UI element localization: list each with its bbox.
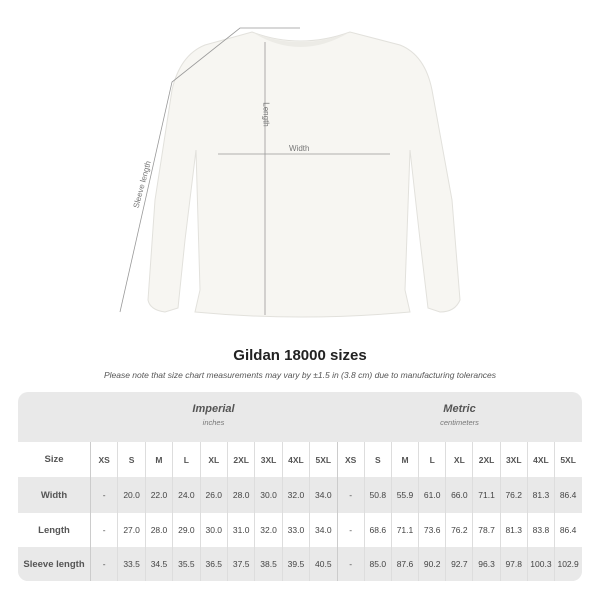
- tolerance-note: Please note that size chart measurements…: [103, 370, 497, 380]
- metric-cell: -: [336, 513, 364, 547]
- imperial-cell: XL: [199, 442, 227, 477]
- metric-cell: 96.3: [472, 547, 499, 581]
- row-label: Sleeve length: [23, 558, 85, 570]
- metric-cell: M: [390, 442, 418, 477]
- metric-unit: centimeters: [440, 418, 479, 427]
- imperial-unit: inches: [202, 418, 225, 427]
- imperial-cell: 32.0: [254, 513, 281, 547]
- length-label: Length: [261, 102, 271, 127]
- metric-cell: 86.4: [554, 477, 581, 513]
- imperial-header: Imperial inches: [90, 392, 337, 427]
- imperial-cell: 24.0: [172, 477, 199, 513]
- metric-cell: 71.1: [390, 513, 418, 547]
- imperial-cell: 27.0: [117, 513, 144, 547]
- width-label: Width: [289, 144, 310, 153]
- sweatshirt-body: [147, 31, 461, 318]
- imperial-cell: M: [144, 442, 172, 477]
- metric-title: Metric: [443, 403, 476, 415]
- metric-cell: XL: [445, 442, 472, 477]
- imperial-cell: 34.5: [144, 547, 172, 581]
- metric-cell: L: [418, 442, 445, 477]
- metric-cell: 50.8: [363, 477, 391, 513]
- imperial-cell: 20.0: [117, 477, 144, 513]
- imperial-cell: 26.0: [199, 477, 227, 513]
- imperial-cell: 3XL: [254, 442, 281, 477]
- imperial-cell: 39.5: [281, 547, 309, 581]
- metric-cell: 92.7: [445, 547, 472, 581]
- metric-cell: -: [336, 547, 364, 581]
- metric-cell: 90.2: [418, 547, 445, 581]
- size-table: Imperial inches Metric centimeters Size X…: [18, 392, 582, 581]
- imperial-cell: 31.0: [226, 513, 254, 547]
- metric-cell: 81.3: [526, 477, 554, 513]
- imperial-cell: 4XL: [281, 442, 309, 477]
- metric-cell: S: [363, 442, 391, 477]
- imperial-cell: 35.5: [172, 547, 199, 581]
- imperial-cell: 33.5: [117, 547, 144, 581]
- metric-cell: 55.9: [390, 477, 418, 513]
- metric-header: Metric centimeters: [337, 392, 582, 427]
- imperial-cell: 37.5: [226, 547, 254, 581]
- imperial-cell: 32.0: [281, 477, 309, 513]
- row-label: Width: [40, 489, 68, 501]
- imperial-cell: 29.0: [172, 513, 199, 547]
- metric-cell: 97.8: [499, 547, 527, 581]
- metric-cell: 76.2: [445, 513, 472, 547]
- metric-cell: 4XL: [526, 442, 554, 477]
- table-row: Length -27.0 28.0 29.0 30.0 31.0 32.0 33.0 34.0-…: [18, 513, 582, 547]
- imperial-cell: 40.5: [309, 547, 336, 581]
- metric-cell: -: [336, 477, 364, 513]
- imperial-cell: 28.0: [226, 477, 254, 513]
- metric-cell: 76.2: [499, 477, 527, 513]
- imperial-cell: 30.0: [199, 513, 227, 547]
- row-label: Size: [44, 454, 64, 465]
- imperial-cell: XS: [90, 442, 117, 477]
- size-header-row: Size XS S M L XL 2XL 3XL 4XL 5XL XS S M L XL 2XL 3XL 4XL 5…: [18, 442, 582, 477]
- metric-cell: 78.7: [472, 513, 499, 547]
- imperial-cell: 36.5: [199, 547, 227, 581]
- imperial-cell: -: [90, 477, 117, 513]
- page-title: Gildan 18000 sizes: [233, 347, 367, 364]
- metric-cell: 61.0: [418, 477, 445, 513]
- imperial-cell: -: [90, 513, 117, 547]
- table-row: Sleeve length -33.5 34.5 35.5 36.5 37.5 38.5 39…: [18, 547, 582, 581]
- imperial-cell: 5XL: [309, 442, 336, 477]
- imperial-title: Imperial: [192, 403, 235, 415]
- metric-cell: 71.1: [472, 477, 499, 513]
- imperial-cell: 34.0: [309, 477, 336, 513]
- metric-cell: 73.6: [418, 513, 445, 547]
- metric-cell: 68.6: [363, 513, 391, 547]
- imperial-cell: 22.0: [144, 477, 172, 513]
- metric-cell: 100.3: [526, 547, 554, 581]
- metric-cell: 86.4: [554, 513, 581, 547]
- sweatshirt-illustration: [119, 27, 461, 318]
- metric-cell: 5XL: [554, 442, 581, 477]
- imperial-cell: L: [172, 442, 199, 477]
- metric-cell: 2XL: [472, 442, 499, 477]
- metric-cell: 3XL: [499, 442, 527, 477]
- imperial-cell: -: [90, 547, 117, 581]
- metric-cell: 83.8: [526, 513, 554, 547]
- imperial-cell: S: [117, 442, 144, 477]
- table-row: Width -20.0 22.0 24.0 26.0 28.0 30.0 32.0 34.0-5…: [18, 477, 582, 513]
- metric-cell: 85.0: [363, 547, 391, 581]
- imperial-cell: 2XL: [226, 442, 254, 477]
- metric-cell: 81.3: [499, 513, 527, 547]
- metric-cell: 102.9: [554, 547, 581, 581]
- metric-cell: XS: [336, 442, 364, 477]
- imperial-cell: 30.0: [254, 477, 281, 513]
- imperial-cell: 38.5: [254, 547, 281, 581]
- imperial-cell: 34.0: [309, 513, 336, 547]
- row-label: Length: [38, 524, 70, 536]
- metric-cell: 66.0: [445, 477, 472, 513]
- metric-cell: 87.6: [390, 547, 418, 581]
- imperial-cell: 33.0: [281, 513, 309, 547]
- imperial-cell: 28.0: [144, 513, 172, 547]
